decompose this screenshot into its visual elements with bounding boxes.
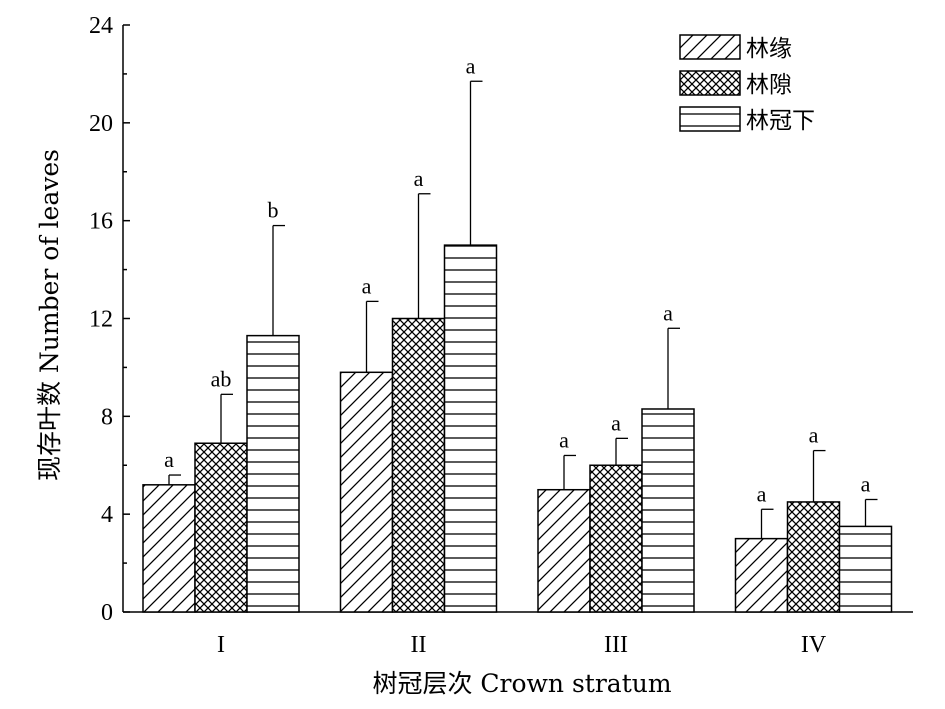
significance-label: a xyxy=(757,481,767,506)
y-tick-label: 4 xyxy=(101,502,113,528)
bars-layer: a ab b a a a a a a a a a xyxy=(142,53,893,613)
significance-label: a xyxy=(362,273,372,298)
y-tick-label: 8 xyxy=(101,404,113,430)
y-axis: 0 4 8 12 16 20 24 xyxy=(89,13,130,626)
legend-swatch xyxy=(679,106,741,132)
y-tick-label: 20 xyxy=(89,111,113,137)
bar xyxy=(838,525,893,613)
legend-label: 林缘 xyxy=(746,36,792,62)
y-tick-label: 12 xyxy=(89,307,113,333)
y-tick-label: 0 xyxy=(101,600,113,626)
legend-swatch xyxy=(679,70,741,96)
legend-swatch xyxy=(679,34,741,60)
bar xyxy=(391,317,446,613)
bar xyxy=(786,501,841,613)
significance-label: b xyxy=(268,198,279,223)
significance-label: a xyxy=(611,410,621,435)
significance-label: a xyxy=(663,300,673,325)
significance-label: a xyxy=(414,166,424,191)
x-axis: I II III IV xyxy=(123,605,913,658)
legend-label: 林隙 xyxy=(746,72,792,98)
y-tick-label: 24 xyxy=(89,13,113,39)
bar xyxy=(537,488,591,613)
x-tick-label: III xyxy=(604,632,628,658)
bar xyxy=(194,442,248,613)
significance-label: a xyxy=(809,423,819,448)
significance-label: a xyxy=(466,53,476,78)
significance-label: a xyxy=(861,471,871,496)
legend-label: 林冠下 xyxy=(746,108,815,134)
bar xyxy=(734,537,789,613)
bar xyxy=(142,484,196,613)
significance-label: a xyxy=(559,427,569,452)
y-tick-label: 16 xyxy=(89,209,113,235)
bar xyxy=(339,371,394,613)
bar xyxy=(641,408,695,613)
significance-label: ab xyxy=(211,366,232,391)
significance-label: a xyxy=(164,447,174,472)
x-axis-title: 树冠层次 Crown stratum xyxy=(372,669,671,698)
y-axis-title: 现存叶数 Number of leaves xyxy=(35,149,64,481)
x-tick-label: IV xyxy=(801,632,827,658)
bar xyxy=(589,464,643,613)
bar xyxy=(443,244,498,613)
x-tick-label: II xyxy=(411,632,427,658)
bar xyxy=(246,334,300,613)
x-tick-label: I xyxy=(217,632,225,658)
